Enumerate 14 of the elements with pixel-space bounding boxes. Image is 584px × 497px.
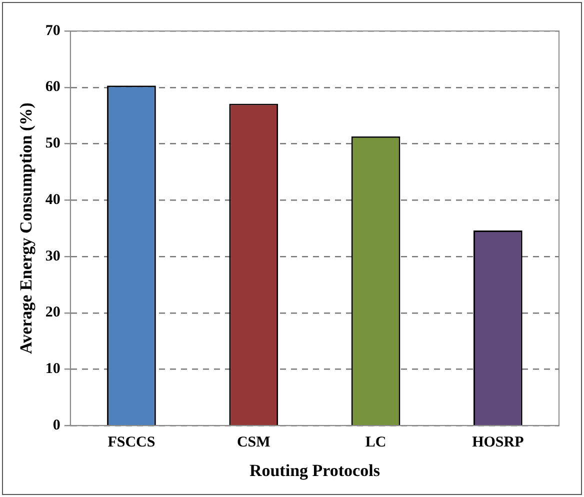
y-axis-title: Average Energy Consumption (%) xyxy=(16,102,36,354)
y-tick-label: 0 xyxy=(52,417,60,434)
y-tick-label: 50 xyxy=(45,136,60,152)
y-tick-label: 20 xyxy=(45,304,60,321)
y-tick-label: 60 xyxy=(45,79,60,96)
x-axis-title: Routing Protocols xyxy=(249,461,380,480)
x-tick-label: LC xyxy=(365,434,386,450)
y-tick-label: 10 xyxy=(45,361,60,378)
y-tick-label: 40 xyxy=(45,192,60,208)
y-tick-label: 70 xyxy=(45,22,60,39)
x-tick-label: FSCCS xyxy=(108,434,156,450)
x-tick-label: HOSRP xyxy=(472,434,524,450)
y-tick-label: 30 xyxy=(45,248,60,264)
x-tick-label: CSM xyxy=(236,434,270,450)
